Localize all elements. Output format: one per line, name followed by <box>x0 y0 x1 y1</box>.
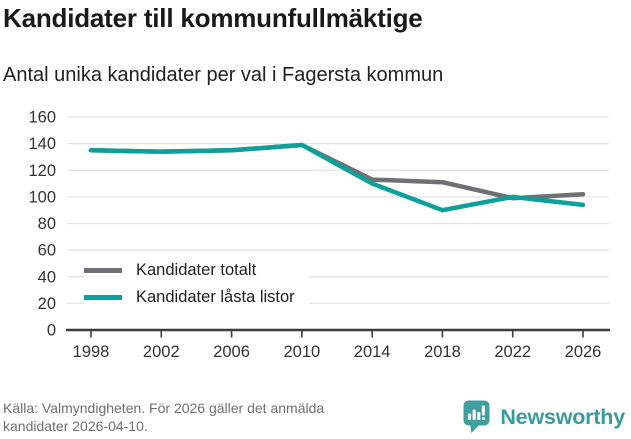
newsworthy-wordmark: Newsworthy <box>500 404 625 429</box>
source-note: Källa: Valmyndigheten. För 2026 gäller d… <box>3 399 324 436</box>
svg-text:140: 140 <box>28 135 56 153</box>
newsworthy-logo[interactable]: Newsworthy <box>462 400 625 434</box>
svg-text:40: 40 <box>38 268 56 286</box>
svg-text:60: 60 <box>38 242 56 260</box>
svg-text:2022: 2022 <box>494 343 531 361</box>
legend-swatch-locked-lists <box>84 295 122 300</box>
svg-text:100: 100 <box>28 188 56 206</box>
svg-text:0: 0 <box>47 322 56 340</box>
svg-text:160: 160 <box>28 109 56 127</box>
legend-item-locked-lists: Kandidater låsta listor <box>84 284 295 311</box>
page-title: Kandidater till kommunfullmäktige <box>3 3 423 33</box>
svg-text:1998: 1998 <box>73 343 110 361</box>
page-subtitle: Antal unika kandidater per val i Fagerst… <box>3 64 444 86</box>
line-chart: 0 20 40 60 80 100 120 140 160 1998 2002 2006 2010 201… <box>28 109 610 361</box>
svg-text:2014: 2014 <box>354 343 391 361</box>
legend-label-total: Kandidater totalt <box>136 261 257 279</box>
legend: Kandidater totalt Kandidater låsta listo… <box>84 256 309 312</box>
svg-text:2006: 2006 <box>213 343 250 361</box>
svg-text:2026: 2026 <box>565 343 602 361</box>
svg-text:120: 120 <box>28 162 56 180</box>
svg-text:2002: 2002 <box>143 343 180 361</box>
newsworthy-icon <box>463 400 490 433</box>
svg-text:2010: 2010 <box>283 343 320 361</box>
svg-text:2018: 2018 <box>424 343 461 361</box>
svg-text:20: 20 <box>38 295 56 313</box>
legend-swatch-total <box>84 268 122 273</box>
legend-item-total: Kandidater totalt <box>84 257 295 284</box>
source-line-2: kandidater 2026-04-10. <box>3 418 148 435</box>
svg-text:80: 80 <box>38 215 56 233</box>
source-line-1: Källa: Valmyndigheten. För 2026 gäller d… <box>3 400 325 416</box>
footer: Källa: Valmyndigheten. För 2026 gäller d… <box>3 399 625 436</box>
legend-label-locked-lists: Kandidater låsta listor <box>136 288 295 306</box>
